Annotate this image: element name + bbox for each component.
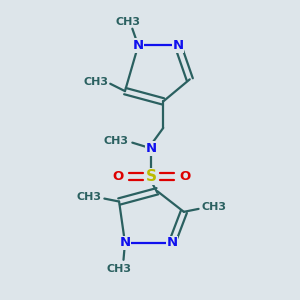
Text: S: S — [146, 169, 157, 184]
Text: CH3: CH3 — [76, 192, 101, 202]
Text: CH3: CH3 — [202, 202, 227, 212]
Text: N: N — [119, 236, 130, 249]
Text: CH3: CH3 — [116, 17, 140, 27]
Text: O: O — [112, 170, 123, 183]
Text: N: N — [167, 236, 178, 249]
Text: CH3: CH3 — [83, 77, 108, 87]
Text: N: N — [172, 39, 184, 52]
Text: N: N — [146, 142, 157, 155]
Text: O: O — [180, 170, 191, 183]
Text: CH3: CH3 — [103, 136, 129, 146]
Text: CH3: CH3 — [106, 264, 132, 274]
Text: N: N — [133, 39, 144, 52]
